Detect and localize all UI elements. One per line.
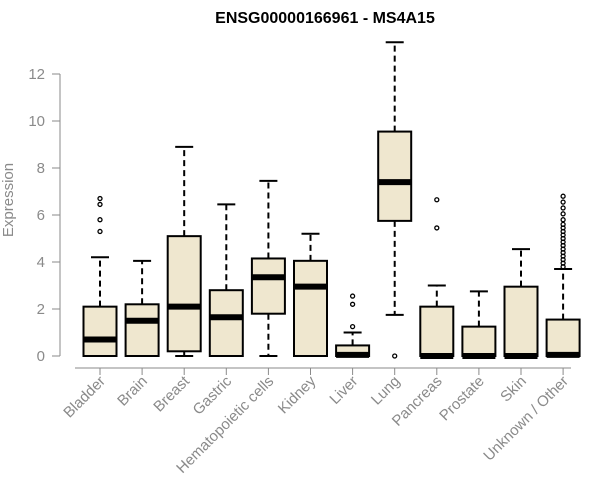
outlier-point <box>392 353 398 359</box>
y-axis-title: Expression <box>0 163 17 237</box>
iqr-box <box>419 305 455 357</box>
x-tick-label: Breast <box>150 372 193 415</box>
box-group <box>419 197 455 359</box>
box-group <box>461 290 497 359</box>
box-group <box>335 293 371 358</box>
x-tick-label: Prostate <box>436 373 488 425</box>
chart-title: ENSG00000166961 - MS4A15 <box>215 10 435 27</box>
outlier-point <box>560 221 566 228</box>
iqr-box <box>124 303 160 357</box>
iqr-box <box>461 325 497 357</box>
y-tick-label: 8 <box>37 160 45 177</box>
iqr-box <box>503 285 539 357</box>
box-group <box>208 203 244 358</box>
outlier-point <box>560 205 566 211</box>
box-group <box>82 195 118 357</box>
outlier-point <box>349 301 356 307</box>
outlier-point <box>434 197 440 203</box>
box-group <box>545 193 581 358</box>
x-tick-label: Bladder <box>60 373 109 422</box>
outlier-point <box>97 217 103 223</box>
box-group <box>250 179 286 357</box>
iqr-box <box>250 257 286 315</box>
iqr-box <box>166 235 202 353</box>
outlier-point <box>97 228 103 235</box>
boxes <box>82 41 581 359</box>
outlier-point <box>560 211 566 217</box>
x-tick-label: Kidney <box>275 372 320 417</box>
box-group <box>166 145 202 357</box>
y-tick-label: 2 <box>37 301 45 318</box>
iqr-box <box>293 259 328 358</box>
outlier-point <box>349 293 356 299</box>
box-group <box>293 232 328 358</box>
x-tick-label: Lung <box>368 373 404 409</box>
y-tick-label: 0 <box>37 348 45 365</box>
outlier-point <box>560 217 566 223</box>
x-tick-label: Brain <box>114 373 151 410</box>
outlier-point <box>560 193 566 199</box>
y-ticks: 0 2 4 6 8 10 12 <box>28 66 60 365</box>
outlier-point <box>97 201 103 208</box>
box-group <box>124 259 160 357</box>
iqr-box <box>82 305 118 357</box>
iqr-box <box>545 318 581 358</box>
iqr-box <box>208 289 244 358</box>
outlier-point <box>97 195 103 202</box>
y-tick-label: 6 <box>37 207 45 224</box>
box-group <box>503 248 539 359</box>
outlier-point <box>434 225 440 231</box>
y-tick-label: 12 <box>28 66 45 83</box>
outlier-point <box>349 323 356 330</box>
box-group <box>377 41 413 359</box>
x-tick-label: Skin <box>497 373 530 406</box>
y-tick-label: 4 <box>37 254 45 271</box>
iqr-box <box>377 130 413 222</box>
outlier-point <box>560 199 566 205</box>
x-tick-label: Liver <box>326 373 361 408</box>
y-tick-label: 10 <box>28 113 45 130</box>
